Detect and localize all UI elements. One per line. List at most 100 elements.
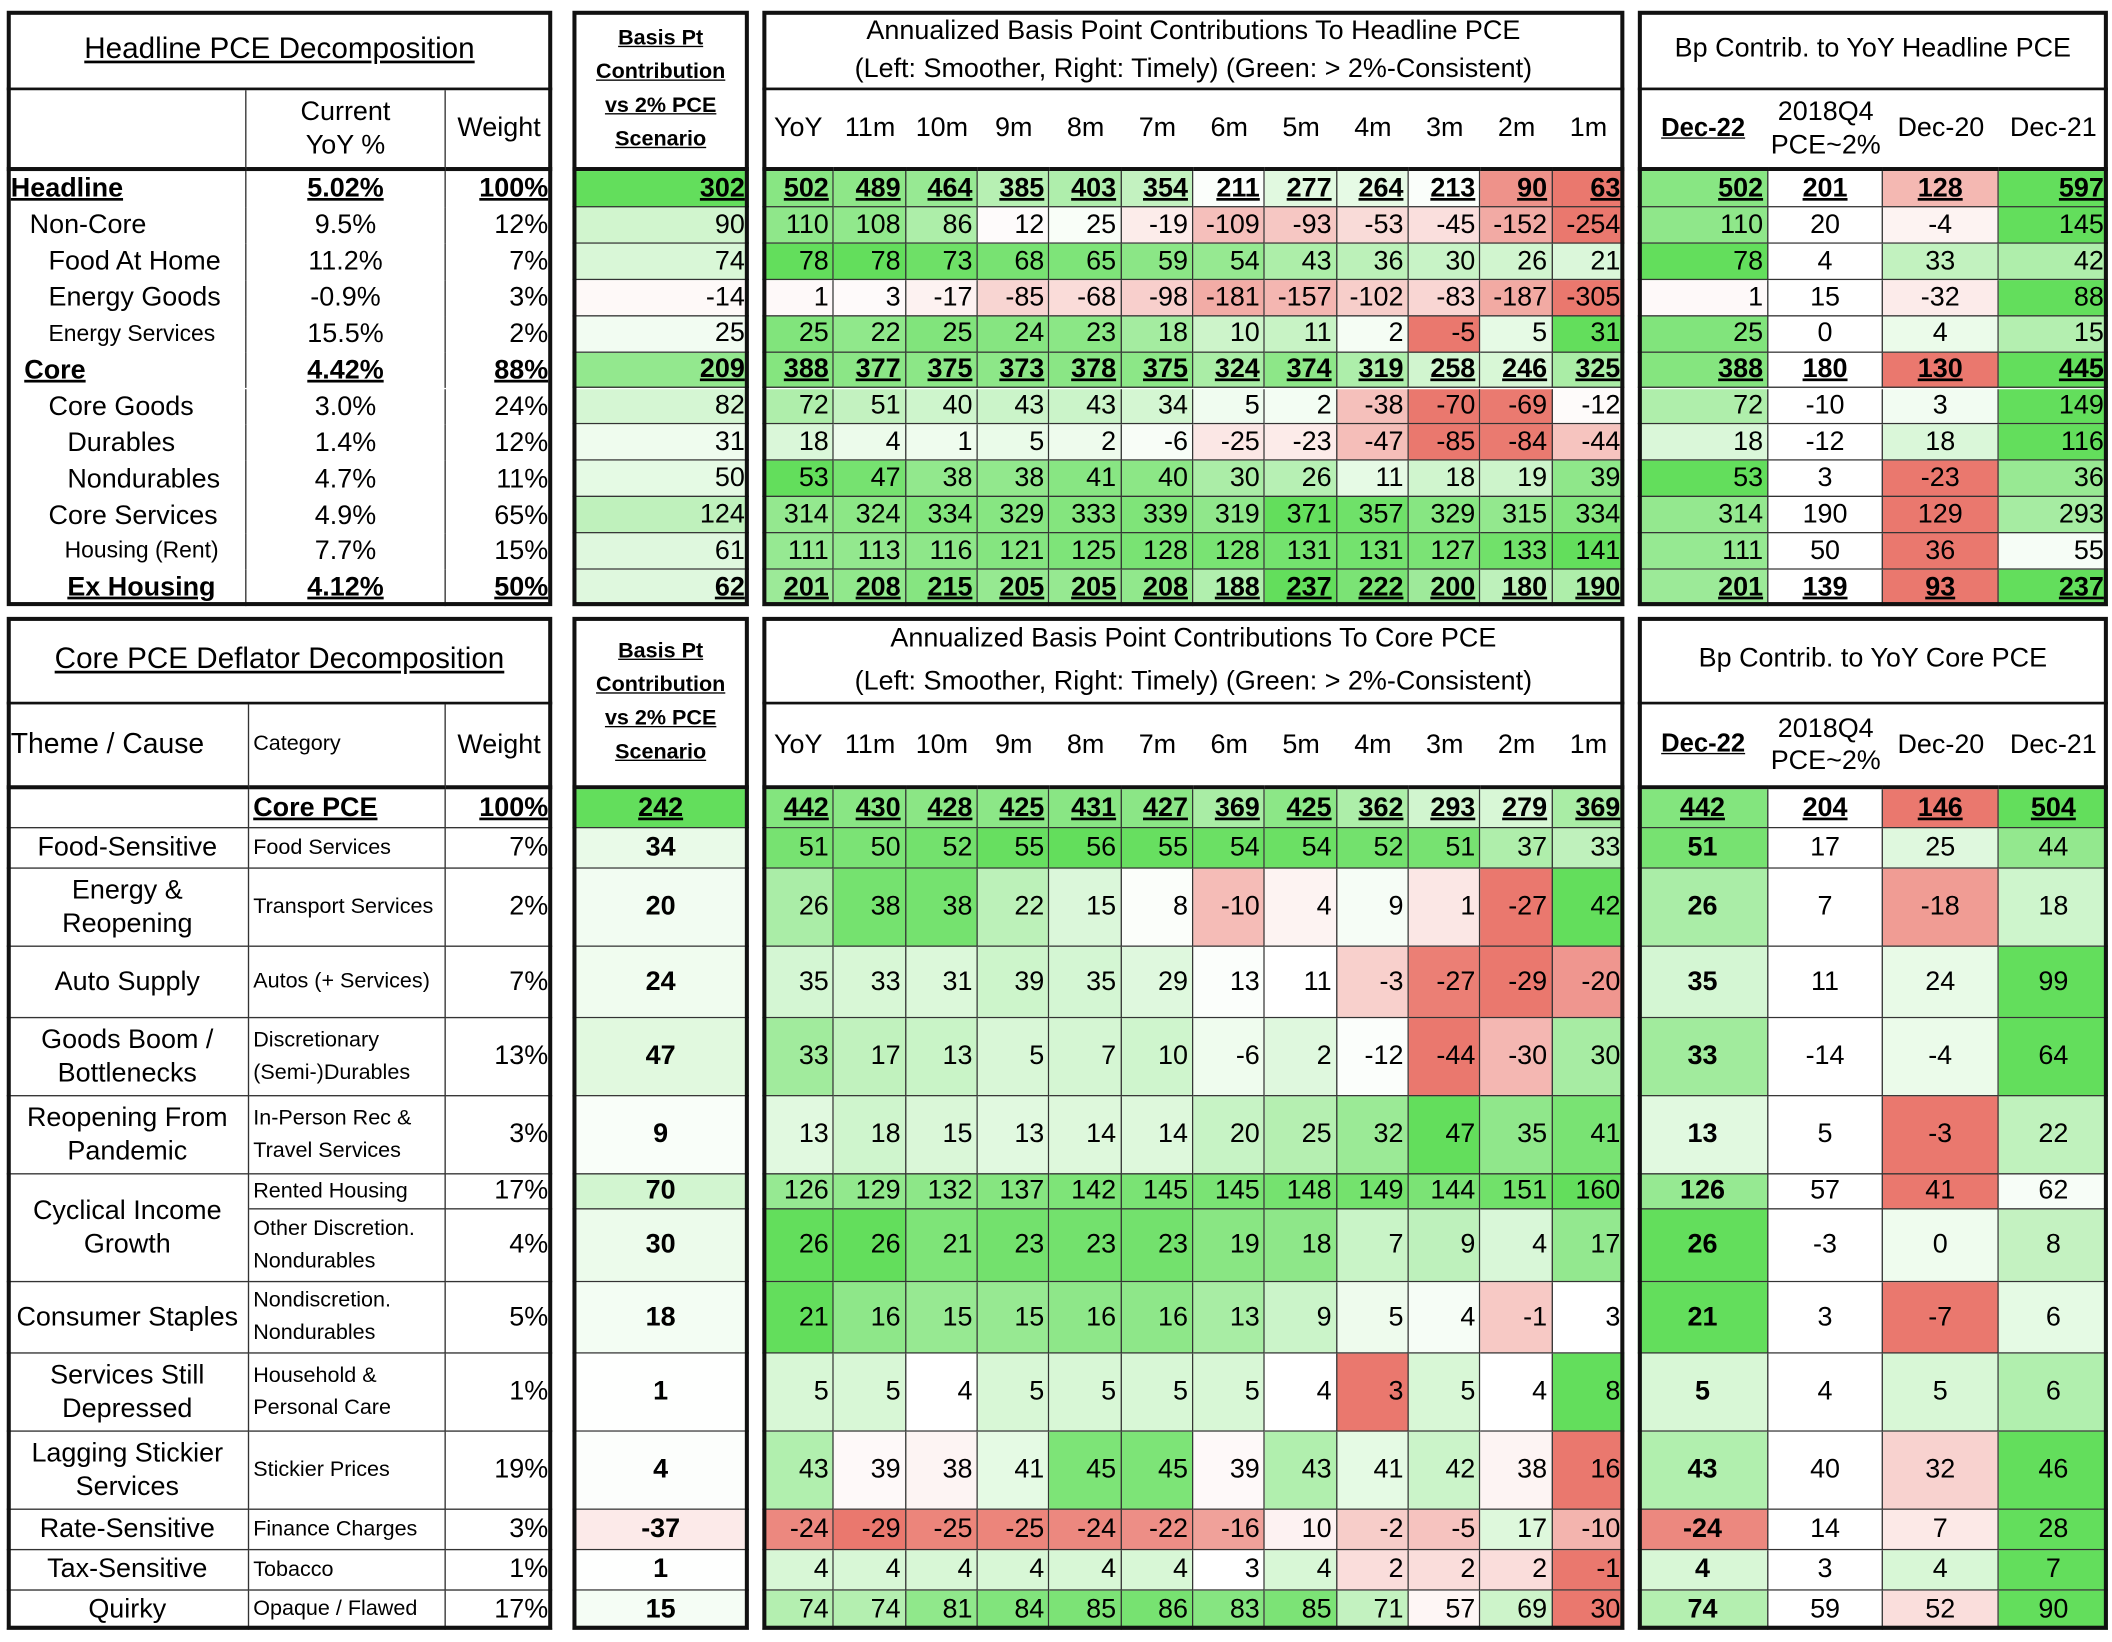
contribution-cell: 145 xyxy=(1121,1174,1194,1210)
contribution-cell: 22 xyxy=(977,868,1050,947)
yoy-contribution-cell: 4 xyxy=(1882,1550,1999,1591)
row-label: Energy Services xyxy=(7,316,247,353)
contribution-cell: -45 xyxy=(1408,207,1481,244)
basis-header: Basis Pt Contribution vs 2% PCE Scenario xyxy=(572,11,749,172)
contribution-cell: 334 xyxy=(1552,497,1625,534)
contribution-cell: -1 xyxy=(1480,1282,1553,1354)
yoy-contribution-cell: 99 xyxy=(1998,946,2108,1019)
theme-cell: Consumer Staples xyxy=(6,1282,250,1354)
yoy-contribution-cell: 13 xyxy=(1637,1096,1769,1175)
contribution-cell: 63 xyxy=(1552,171,1625,208)
contribution-cell: 35 xyxy=(1480,1096,1553,1175)
yoy-contribution-cell: 24 xyxy=(1882,946,1999,1019)
contribution-cell: 39 xyxy=(834,1431,907,1510)
contribution-cell: 141 xyxy=(1552,533,1625,570)
yoy-contribution-cell: 35 xyxy=(1637,946,1769,1019)
basis-cell: -14 xyxy=(572,279,749,317)
contribution-cell: 5 xyxy=(977,424,1050,462)
category-cell: Tobacco xyxy=(249,1550,446,1591)
contribution-cell: 13 xyxy=(1193,1282,1266,1354)
contribution-cell: -29 xyxy=(1480,946,1553,1019)
yoy-cell: 9.5% xyxy=(246,207,446,244)
contribution-cell: 362 xyxy=(1337,789,1409,829)
yoy-contribution-cell: 26 xyxy=(1637,868,1769,947)
yoy-contribution-cell: 18 xyxy=(1882,424,1999,462)
column-header: Dec-22 xyxy=(1637,90,1769,172)
contribution-cell: 54 xyxy=(1265,828,1338,869)
yoy-contribution-cell: -14 xyxy=(1768,1018,1883,1097)
contribution-cell: 43 xyxy=(1049,388,1122,425)
contribution-cell: 18 xyxy=(834,1096,907,1175)
contribution-cell: 69 xyxy=(1480,1590,1553,1630)
column-header: Dec-22 xyxy=(1637,704,1769,790)
contribution-cell: 18 xyxy=(1265,1209,1338,1283)
contribution-cell: 4 xyxy=(1265,1550,1338,1591)
row-label: Housing (Rent) xyxy=(7,533,247,570)
contribution-cell: -181 xyxy=(1193,279,1266,317)
row-label: Ex Housing xyxy=(7,569,247,607)
yoy-contribution-cell: 52 xyxy=(1882,1590,1999,1630)
yoy-contribution-cell: 22 xyxy=(1998,1096,2108,1175)
yoy-contribution-cell: 597 xyxy=(1998,171,2108,208)
period-header: 1m xyxy=(1552,90,1625,172)
contribution-cell: 213 xyxy=(1408,171,1481,208)
yoy-contribution-cell: 504 xyxy=(1998,789,2108,829)
contribution-cell: 5 xyxy=(1480,316,1553,353)
row-label: Nondurables xyxy=(7,461,247,498)
yoy-contribution-cell: 32 xyxy=(1882,1431,1999,1510)
contribution-cell: 125 xyxy=(1049,533,1122,570)
contribution-cell: 5 xyxy=(977,1018,1050,1097)
yoy-contribution-cell: 7 xyxy=(1768,868,1883,947)
yoy-contribution-cell: 190 xyxy=(1768,497,1883,534)
contribution-cell: 7 xyxy=(1337,1209,1409,1283)
contribution-cell: 489 xyxy=(834,171,907,208)
contribution-cell: 334 xyxy=(906,497,978,534)
column-header: 2018Q4 PCE~2% xyxy=(1768,704,1883,790)
yoy-contribution-cell: 3 xyxy=(1768,1550,1883,1591)
contribution-cell: 71 xyxy=(1337,1590,1409,1630)
contribution-cell: 4 xyxy=(1265,868,1338,947)
contribution-cell: 374 xyxy=(1265,352,1338,389)
theme-cell: Lagging Stickier Services xyxy=(6,1431,250,1510)
category-cell: Rented Housing xyxy=(249,1174,446,1210)
contribution-cell: 21 xyxy=(762,1282,835,1354)
contribution-cell: -68 xyxy=(1049,279,1122,317)
contribution-cell: 38 xyxy=(977,461,1050,498)
contribution-cell: 8 xyxy=(1121,868,1194,947)
contribution-cell: 51 xyxy=(762,828,835,869)
yoy-contribution-cell: 43 xyxy=(1637,1431,1769,1510)
weight-cell: 7% xyxy=(445,947,553,1019)
contribution-cell: -20 xyxy=(1552,946,1625,1019)
yoy-contribution-cell: 130 xyxy=(1882,352,1999,389)
yoy-contribution-cell: 42 xyxy=(1998,243,2108,280)
contribution-cell: 7 xyxy=(1049,1018,1122,1097)
basis-cell: 61 xyxy=(572,533,749,570)
yoy-contribution-cell: 88 xyxy=(1998,279,2108,317)
contribution-cell: 1 xyxy=(762,279,835,317)
yoy-contribution-cell: 128 xyxy=(1882,171,1999,208)
yoy-contribution-cell: 57 xyxy=(1768,1174,1883,1210)
contribution-cell: -2 xyxy=(1337,1509,1409,1551)
contribution-cell: 315 xyxy=(1480,497,1553,534)
basis-cell: 34 xyxy=(572,828,749,869)
contribution-cell: 39 xyxy=(1193,1431,1266,1510)
contribution-cell: 19 xyxy=(1193,1209,1266,1283)
contribution-cell: -24 xyxy=(762,1509,835,1551)
contribution-cell: 190 xyxy=(1552,569,1625,607)
period-header: 4m xyxy=(1337,704,1409,790)
contribution-cell: 35 xyxy=(1049,946,1122,1019)
yoy-contribution-cell: 25 xyxy=(1637,316,1769,353)
period-header: 2m xyxy=(1480,704,1553,790)
yoy-contribution-cell: 46 xyxy=(1998,1431,2108,1510)
weight-cell: 7% xyxy=(509,246,549,277)
contribution-cell: 35 xyxy=(762,946,835,1019)
category-cell: Household & Personal Care xyxy=(249,1353,446,1432)
contribution-cell: 26 xyxy=(1480,243,1553,280)
contribution-cell: 431 xyxy=(1049,789,1122,829)
yoy-contribution-cell: 7 xyxy=(1882,1509,1999,1551)
theme-cell: Services Still Depressed xyxy=(6,1353,250,1432)
period-header: 5m xyxy=(1265,704,1338,790)
yoy-contribution-cell: 126 xyxy=(1637,1174,1769,1210)
column-header: Dec-20 xyxy=(1882,90,1999,172)
contribution-cell: 149 xyxy=(1337,1174,1409,1210)
